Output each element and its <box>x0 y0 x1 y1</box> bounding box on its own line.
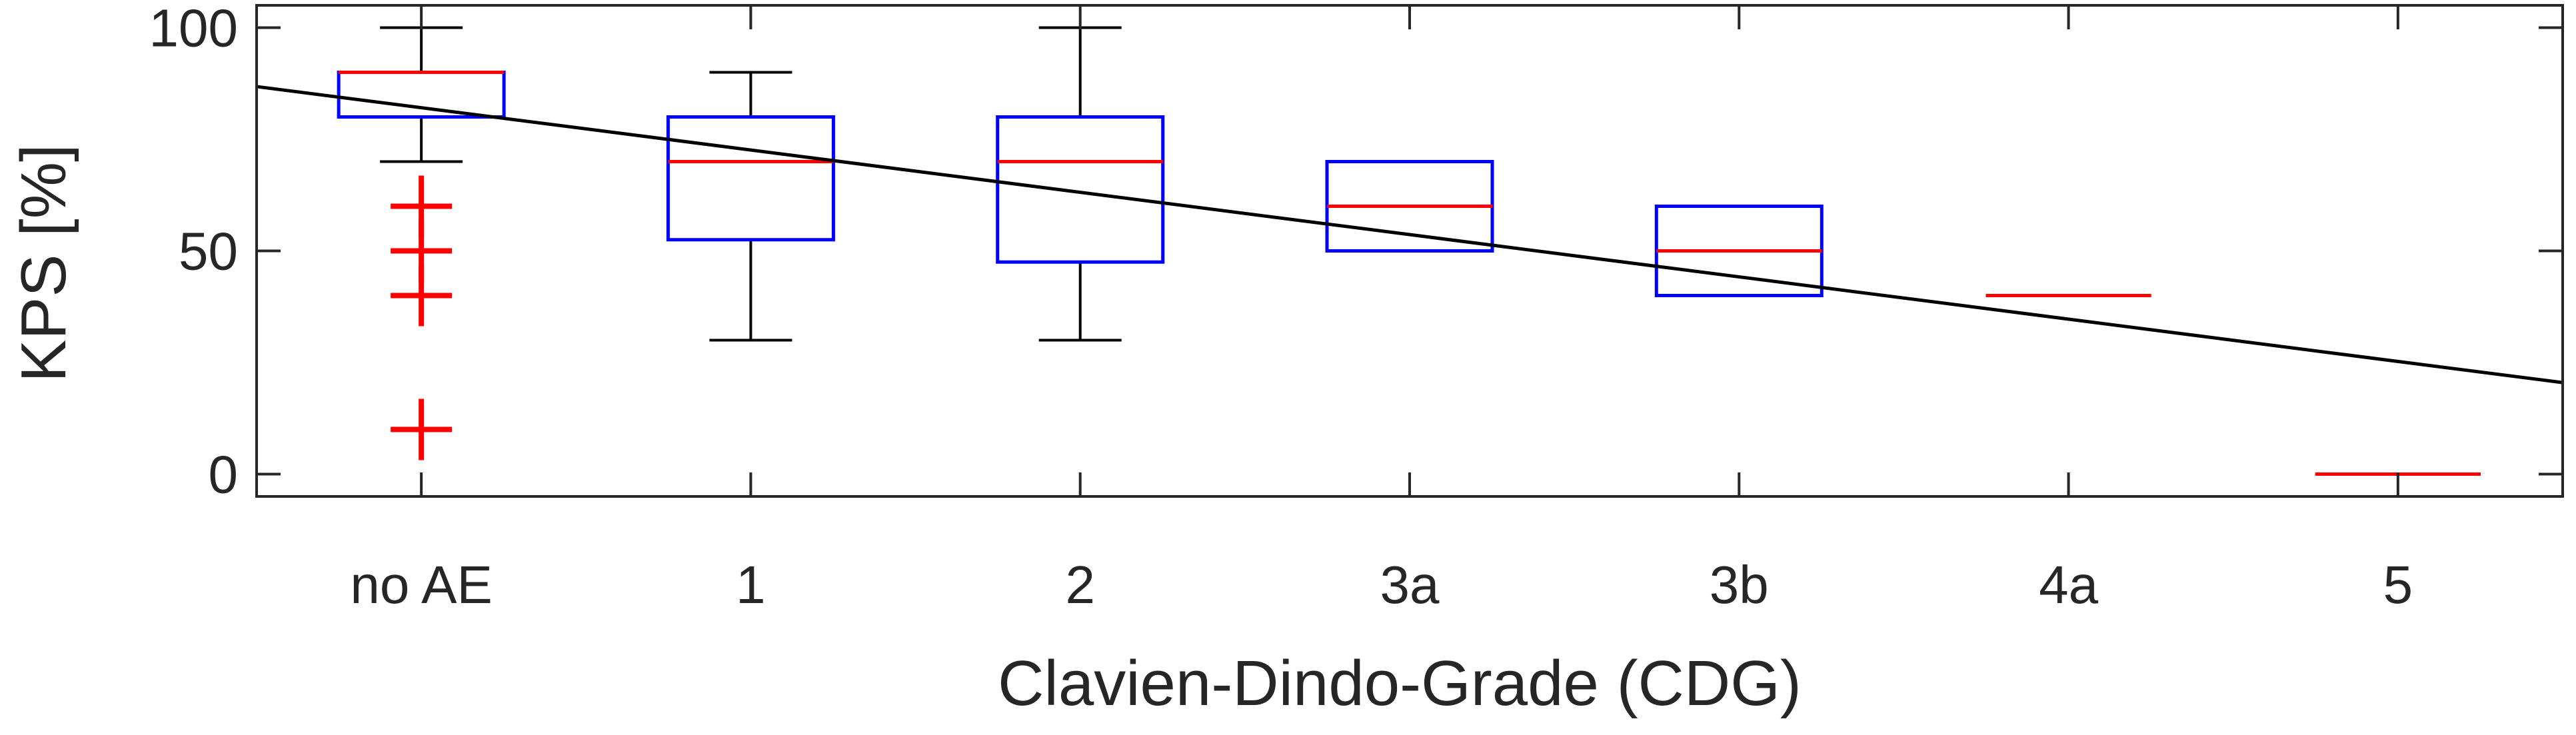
plot-layer: 0 50 100 no AE 1 2 3a 3b 4a 5 <box>149 0 2564 614</box>
box-cat-no-ae <box>337 71 506 119</box>
x-axis-title: Clavien-Dindo-Grade (CDG) <box>998 648 1802 719</box>
x-tick-label-1: 1 <box>736 555 766 614</box>
box-cat-2 <box>996 115 1165 264</box>
x-tick-label-4a: 4a <box>2039 555 2098 614</box>
x-tick-label-no-ae: no AE <box>350 555 493 614</box>
trend-line <box>256 85 2563 384</box>
box-cat-1 <box>666 115 835 242</box>
outlier-cat-no-ae-3 <box>391 398 453 460</box>
y-tick-label-100: 100 <box>149 0 238 58</box>
x-tick-label-3a: 3a <box>1380 555 1440 614</box>
x-tick-label-5: 5 <box>2383 555 2413 614</box>
y-tick-label-50: 50 <box>179 222 238 281</box>
y-axis-title: KPS [%] <box>8 144 79 382</box>
x-tick-label-2: 2 <box>1065 555 1095 614</box>
x-tick-label-3b: 3b <box>1710 555 1769 614</box>
outlier-cat-no-ae-2 <box>391 265 453 327</box>
y-tick-label-0: 0 <box>209 445 239 504</box>
